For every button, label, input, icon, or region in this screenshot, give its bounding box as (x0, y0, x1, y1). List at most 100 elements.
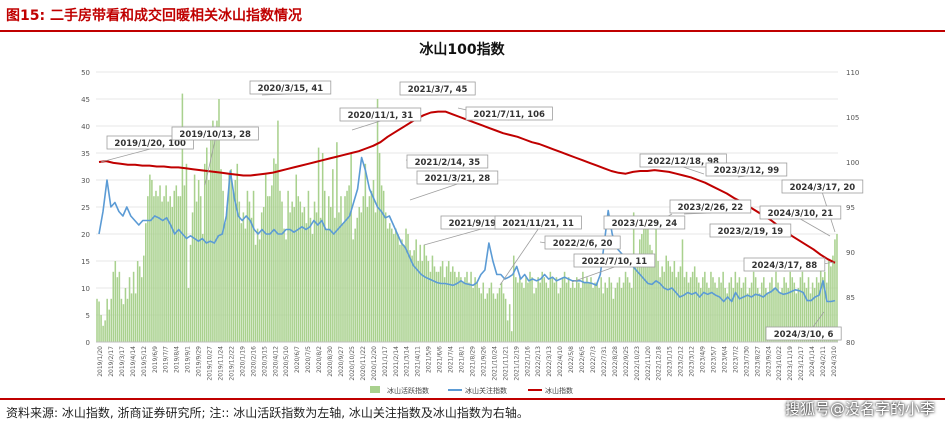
x-tick-label: 2023/8/27 (754, 346, 761, 377)
active-bar (639, 239, 641, 342)
active-bar (218, 99, 220, 342)
left-tick-label: 20 (81, 231, 90, 239)
active-bar (175, 185, 178, 342)
active-bar (330, 207, 332, 342)
active-bar (269, 196, 271, 342)
x-tick-label: 2021/6/6 (437, 346, 444, 373)
active-bar (834, 239, 836, 342)
active-bar (807, 277, 810, 342)
active-bar (630, 288, 633, 342)
active-bar (262, 207, 265, 342)
x-tick-label: 2023/10/22 (776, 346, 783, 381)
x-tick-label: 2021/2/14 (393, 346, 400, 377)
active-bar (301, 212, 304, 342)
active-bar (488, 288, 491, 342)
active-bar (750, 282, 753, 342)
active-bar (230, 169, 232, 342)
active-bar (447, 261, 450, 342)
active-bar (616, 282, 619, 342)
x-tick-label: 2024/1/14 (809, 346, 816, 377)
active-bar (661, 266, 663, 342)
active-bar (161, 201, 163, 342)
x-tick-label: 2021/7/4 (448, 346, 455, 373)
legend-swatch-active (370, 386, 380, 393)
x-tick-label: 2022/11/20 (645, 346, 652, 381)
active-bar (248, 201, 251, 342)
active-bar (529, 271, 531, 342)
active-bar (708, 288, 710, 342)
x-tick-label: 2019/10/27 (207, 346, 214, 381)
x-tick-label: 2019/5/12 (141, 346, 148, 377)
chart-title: 冰山100指数 (419, 41, 505, 58)
active-bar (195, 201, 198, 342)
active-bar (340, 196, 342, 342)
active-bar (476, 282, 478, 342)
active-bar (354, 228, 356, 342)
active-bar (586, 277, 588, 342)
left-tick-label: 35 (81, 150, 90, 158)
x-tick-label: 2020/2/16 (250, 346, 257, 377)
x-tick-label: 2020/6/7 (294, 346, 301, 373)
annotation-label: 2023/1/29, 24 (612, 219, 678, 229)
active-bar (96, 298, 98, 342)
active-bar (143, 255, 145, 342)
x-tick-label: 2020/8/30 (327, 346, 334, 377)
active-bar (722, 271, 724, 342)
active-bar (429, 271, 432, 342)
active-bar (563, 271, 566, 342)
active-bar (679, 266, 682, 342)
active-bar (748, 288, 751, 342)
annotation-leader (351, 120, 381, 131)
active-bar (537, 277, 539, 342)
active-bar (724, 288, 726, 342)
x-tick-label: 2019/6/9 (152, 346, 159, 373)
x-tick-label: 2019/1/20 (97, 346, 104, 377)
right-tick-label: 85 (846, 294, 855, 302)
active-bar (779, 293, 781, 342)
active-bar (620, 288, 623, 342)
active-bar (297, 196, 300, 342)
active-bar (673, 261, 676, 342)
annotation-label: 2021/7/11, 106 (473, 110, 545, 120)
x-tick-label: 2019/8/4 (174, 346, 181, 373)
active-bar (419, 244, 422, 342)
active-bar (250, 217, 253, 342)
active-bar (437, 271, 440, 342)
active-bar (547, 288, 550, 342)
active-bar (659, 277, 661, 342)
legend-label: 冰山指数 (545, 386, 573, 395)
active-bar (431, 255, 434, 342)
active-bar (801, 271, 804, 342)
active-bar (415, 239, 417, 342)
active-bar (517, 282, 519, 342)
active-bar (815, 277, 818, 342)
active-bar (726, 293, 728, 342)
active-bar (783, 277, 785, 342)
annotation-leader (409, 183, 458, 201)
left-tick-label: 15 (81, 258, 90, 266)
active-bar (177, 196, 180, 342)
left-tick-label: 45 (81, 96, 90, 104)
active-bar (535, 288, 537, 342)
active-bar (510, 331, 513, 342)
annotation-label: 2019/1/20, 100 (114, 139, 186, 149)
right-tick-label: 95 (846, 204, 855, 212)
active-bar (454, 271, 456, 342)
chart-canvas: 冰山100指数 0 5 10 15 20 25 30 35 40 45 50 80 85 90 95 100 1… (81, 41, 864, 395)
active-bar (763, 277, 765, 342)
x-tick-label: 2023/2/12 (678, 346, 685, 377)
annotation-label: 2019/10/13, 28 (179, 130, 251, 140)
active-bar (254, 244, 257, 342)
active-bar (525, 277, 527, 342)
active-bar (557, 293, 560, 342)
active-bar (649, 244, 651, 342)
active-bar (277, 120, 279, 342)
x-tick-label: 2021/4/11 (415, 346, 422, 377)
x-tick-label: 2023/3/12 (689, 346, 696, 377)
active-bar (478, 288, 480, 342)
active-bar (151, 180, 153, 342)
active-bar (736, 282, 739, 342)
active-bar (384, 212, 387, 342)
active-bar (811, 282, 814, 342)
annotation-label: 2024/3/17, 88 (752, 261, 818, 271)
